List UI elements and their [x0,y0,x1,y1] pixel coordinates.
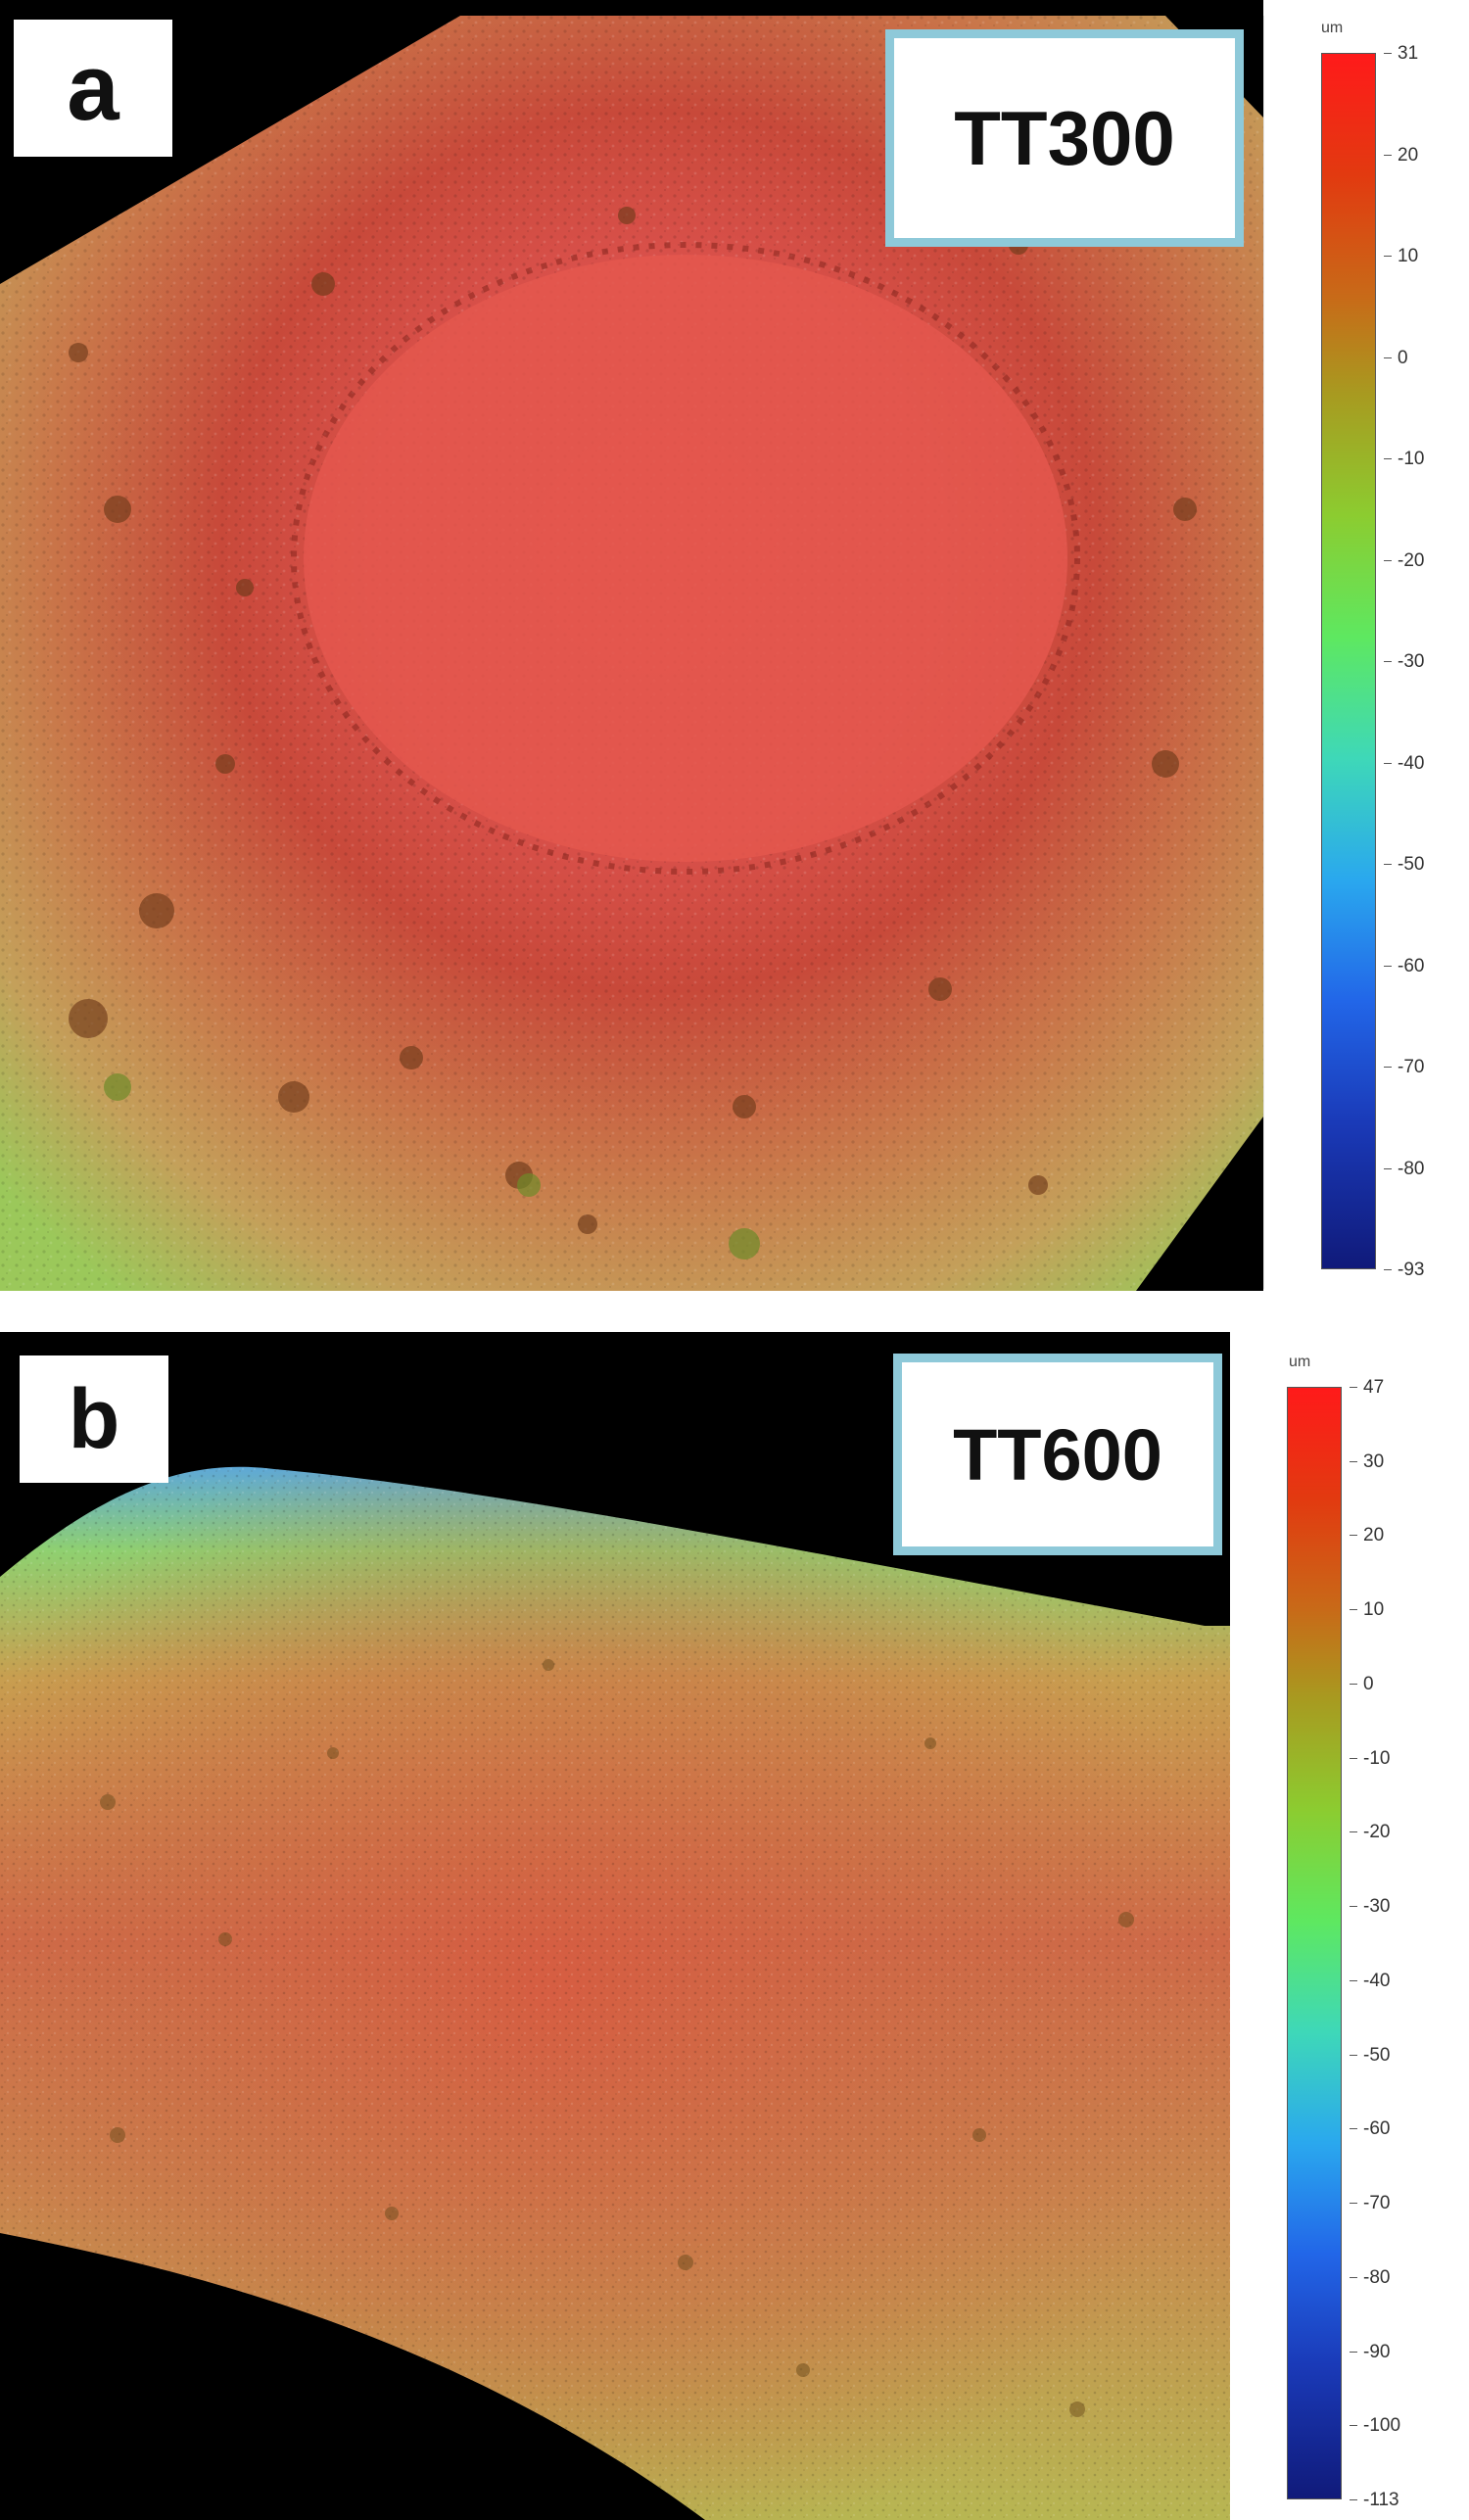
color-scale-bar: um 47 30 20 10 0 -10 -20 -30 -40 -50 -60 -70 -80 -90 -… [1230,1332,1469,2520]
color-scale-bar: um 31 20 10 0 -10 -20 -30 -40 -50 -60 -70 -80 -93 [1263,16,1469,1289]
scale-unit: um [1321,20,1344,36]
scale-tick-label: -113 [1350,2490,1399,2510]
scale-tick-label: -20 [1383,549,1425,571]
scale-tick-label: -10 [1349,1747,1391,1769]
scale-tick-label: -70 [1349,2193,1391,2214]
scale-tick-label: -50 [1349,2044,1391,2066]
scale-tick-label: -30 [1349,1896,1391,1918]
scale-tick-label: -40 [1383,752,1425,774]
scale-tick-label: -80 [1349,2266,1391,2288]
panel-a: a TT300 um 31 20 10 0 -10 -20 -30 -40 -50 -60 -70 -… [0,0,1469,1291]
scale-tick-label: 10 [1383,246,1419,266]
scale-tick-label: -60 [1383,955,1425,976]
scale-tick-label: 20 [1383,144,1419,166]
scale-tick-label: -70 [1383,1057,1425,1077]
scale-tick-label: -10 [1383,449,1425,469]
scale-tick-label: 0 [1350,1673,1374,1694]
scale-unit: um [1289,1354,1311,1370]
scale-tick-label: 31 [1383,43,1419,64]
panel-letter: a [14,20,172,157]
color-gradient [1321,53,1376,1269]
scale-tick-label: -50 [1383,854,1425,875]
scale-tick-label: 10 [1349,1599,1385,1621]
panel-b: b TT600 um 47 30 20 10 0 -10 -20 -30 -40 -50 -60 -7… [0,1332,1469,2520]
scale-tick-label: 0 [1384,347,1408,368]
scale-tick-label: -40 [1349,1970,1391,1991]
sample-label: TT300 [885,29,1244,247]
scale-tick-label: -90 [1349,2341,1391,2362]
sample-label: TT600 [893,1354,1222,1555]
scale-tick-label: -30 [1383,651,1425,672]
scale-tick-label: 30 [1349,1450,1385,1472]
scale-tick-label: -80 [1383,1158,1425,1179]
color-gradient [1287,1387,1342,2499]
panel-letter: b [20,1355,168,1483]
scale-tick-label: -93 [1383,1260,1425,1280]
scale-tick-label: -20 [1349,1822,1391,1843]
scale-tick-label: 20 [1349,1525,1385,1546]
scale-tick-label: 47 [1349,1377,1385,1398]
scale-tick-label: -100 [1349,2415,1401,2437]
scale-tick-label: -60 [1349,2118,1391,2140]
